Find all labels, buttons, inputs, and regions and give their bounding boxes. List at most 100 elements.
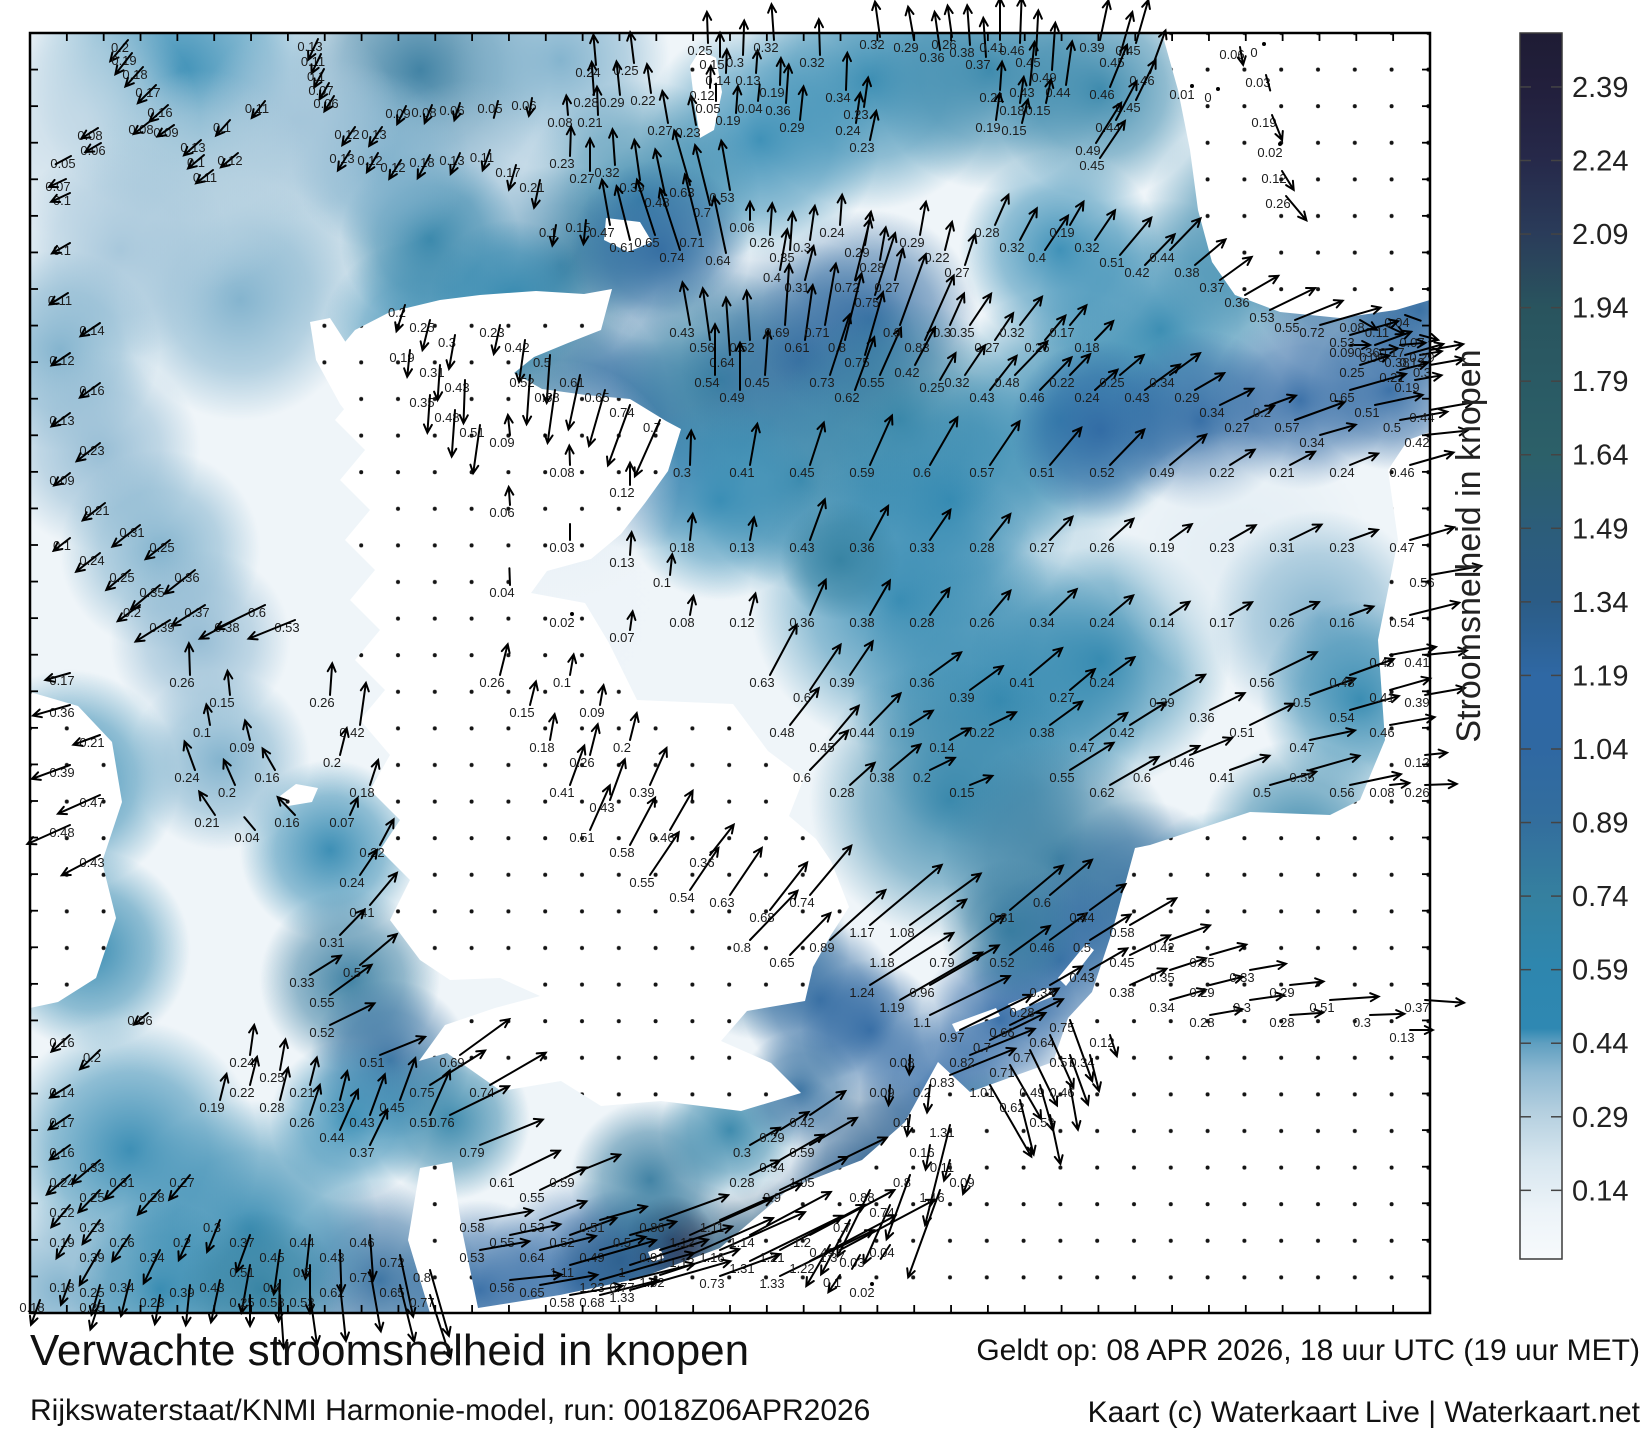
current-value-label: 0.41: [1209, 770, 1234, 785]
current-vector-arrow: [745, 199, 755, 221]
current-value-label: 0.25: [687, 43, 712, 58]
current-value-label: 1: [618, 1265, 625, 1280]
current-vector-arrow: [626, 609, 637, 631]
current-vector-arrow: [1399, 360, 1430, 371]
current-vector-arrow: [629, 1261, 697, 1281]
current-vector-arrow: [1019, 206, 1038, 241]
current-value-label: 0.48: [994, 375, 1019, 390]
current-value-label: 0.12: [609, 485, 634, 500]
current-value-label: 0.83: [929, 1075, 954, 1090]
current-value-label: 1.24: [849, 985, 874, 1000]
current-vector-arrow: [969, 664, 1005, 691]
current-value-label: 1.37: [819, 1250, 844, 1265]
current-value-label: 0.11: [301, 54, 325, 69]
current-vector-arrow: [1119, 215, 1153, 256]
current-value-label: 0.55: [1274, 320, 1299, 335]
current-vector-arrow: [1219, 387, 1256, 406]
current-value-label: 0.18: [349, 785, 374, 800]
current-value-label: 0.12: [689, 88, 714, 103]
current-value-label: 1.08: [889, 925, 914, 940]
map-frame: [28, 31, 1432, 1315]
current-value-label: 0.5: [1253, 785, 1271, 800]
current-value-label: 0.21: [289, 1085, 314, 1100]
current-vector-arrow: [909, 872, 983, 926]
current-value-label: 0.44: [1045, 85, 1070, 100]
current-value-label: 0.27: [874, 280, 899, 295]
current-vector-arrow: [904, 4, 915, 41]
current-value-label: 0.71: [679, 235, 704, 250]
current-value-label: 0.27: [974, 340, 999, 355]
current-value-label: 0.64: [1029, 1035, 1054, 1050]
current-vector-arrow: [808, 203, 819, 241]
current-vector-arrow: [1294, 299, 1345, 321]
current-vector-arrow: [789, 686, 821, 726]
current-value-label: 0.3: [726, 55, 744, 70]
current-vector-arrow: [649, 830, 680, 876]
current-value-label: 0.14: [1149, 615, 1174, 630]
current-value-label: 0.38: [1109, 985, 1134, 1000]
current-vector-arrow: [250, 100, 266, 120]
current-value-label: 0.32: [999, 325, 1024, 340]
current-value-label: 0.23: [849, 140, 874, 155]
current-value-label: 0.39: [49, 765, 74, 780]
current-value-label: 0.23: [319, 1100, 344, 1115]
current-vector-arrow: [687, 93, 698, 126]
colorbar-tick-label: 2.39: [1572, 72, 1628, 104]
current-value-label: 0.25: [79, 1285, 104, 1300]
current-value-label: 0.26: [1089, 540, 1114, 555]
current-value-label: 0.1: [53, 193, 71, 208]
current-vector-arrow: [79, 127, 99, 140]
current-value-label: 0.41: [979, 40, 1004, 55]
current-vector-arrow: [1135, 57, 1157, 101]
current-value-label: 0.32: [799, 55, 824, 70]
current-vector-arrow: [548, 224, 559, 248]
current-vector-arrow: [1209, 1005, 1245, 1016]
current-vector-arrow: [458, 379, 469, 426]
current-vector-arrow: [1169, 923, 1213, 941]
current-vector-arrow: [1069, 667, 1097, 691]
current-value-label: 0.37: [184, 605, 209, 620]
current-value-label: 0.36: [1224, 295, 1249, 310]
current-value-label: 0.68: [579, 1295, 604, 1310]
current-vector-arrow: [339, 908, 366, 936]
current-vector-arrow: [839, 1198, 937, 1251]
current-vector-arrow: [710, 322, 720, 376]
current-vector-arrow: [1021, 97, 1031, 124]
current-vector-arrow: [1069, 199, 1085, 226]
current-value-label: 1.17: [849, 925, 874, 940]
current-value-label: 0.39: [829, 675, 854, 690]
current-vector-arrow: [787, 210, 798, 251]
current-vector-arrow: [365, 152, 379, 175]
current-value-label: 0.27: [647, 123, 672, 138]
current-vector-arrow: [1169, 351, 1202, 376]
current-vector-arrow: [1309, 753, 1362, 771]
current-vector-arrow: [197, 789, 216, 816]
current-vector-arrow: [399, 1056, 418, 1101]
current-vector-arrow: [1349, 318, 1401, 336]
current-vector-arrow: [599, 1204, 649, 1221]
current-vector-arrow: [686, 511, 697, 541]
current-vector-arrow: [854, 216, 874, 281]
current-vector-arrow: [978, 15, 989, 58]
current-vector-arrow: [46, 178, 67, 189]
current-value-label: 0.15: [565, 220, 590, 235]
current-value-label: 0.41: [1009, 675, 1034, 690]
colorbar-tick-label: 1.34: [1572, 587, 1628, 619]
current-vector-arrow: [1349, 527, 1381, 541]
current-vector-arrow: [309, 1294, 321, 1347]
current-vector-arrow: [422, 394, 433, 435]
current-vector-arrow: [1349, 693, 1401, 711]
current-value-label: 0.28: [1009, 1005, 1034, 1020]
current-vector-arrow: [569, 1237, 659, 1266]
current-value-label: 0.54: [1389, 615, 1414, 630]
current-vector-arrow: [307, 38, 319, 62]
current-value-label: 1.14: [729, 1235, 754, 1250]
current-vector-arrow: [1069, 1019, 1095, 1084]
current-vector-arrow: [1169, 600, 1192, 616]
current-value-label: 0.06: [729, 220, 754, 235]
current-value-label: 0.43: [349, 1115, 374, 1130]
current-value-label: 0.48: [769, 725, 794, 740]
current-value-label: 0.28: [1189, 1015, 1214, 1030]
current-value-label: 0.13: [297, 39, 322, 54]
current-value-label: 0.18: [1074, 340, 1099, 355]
